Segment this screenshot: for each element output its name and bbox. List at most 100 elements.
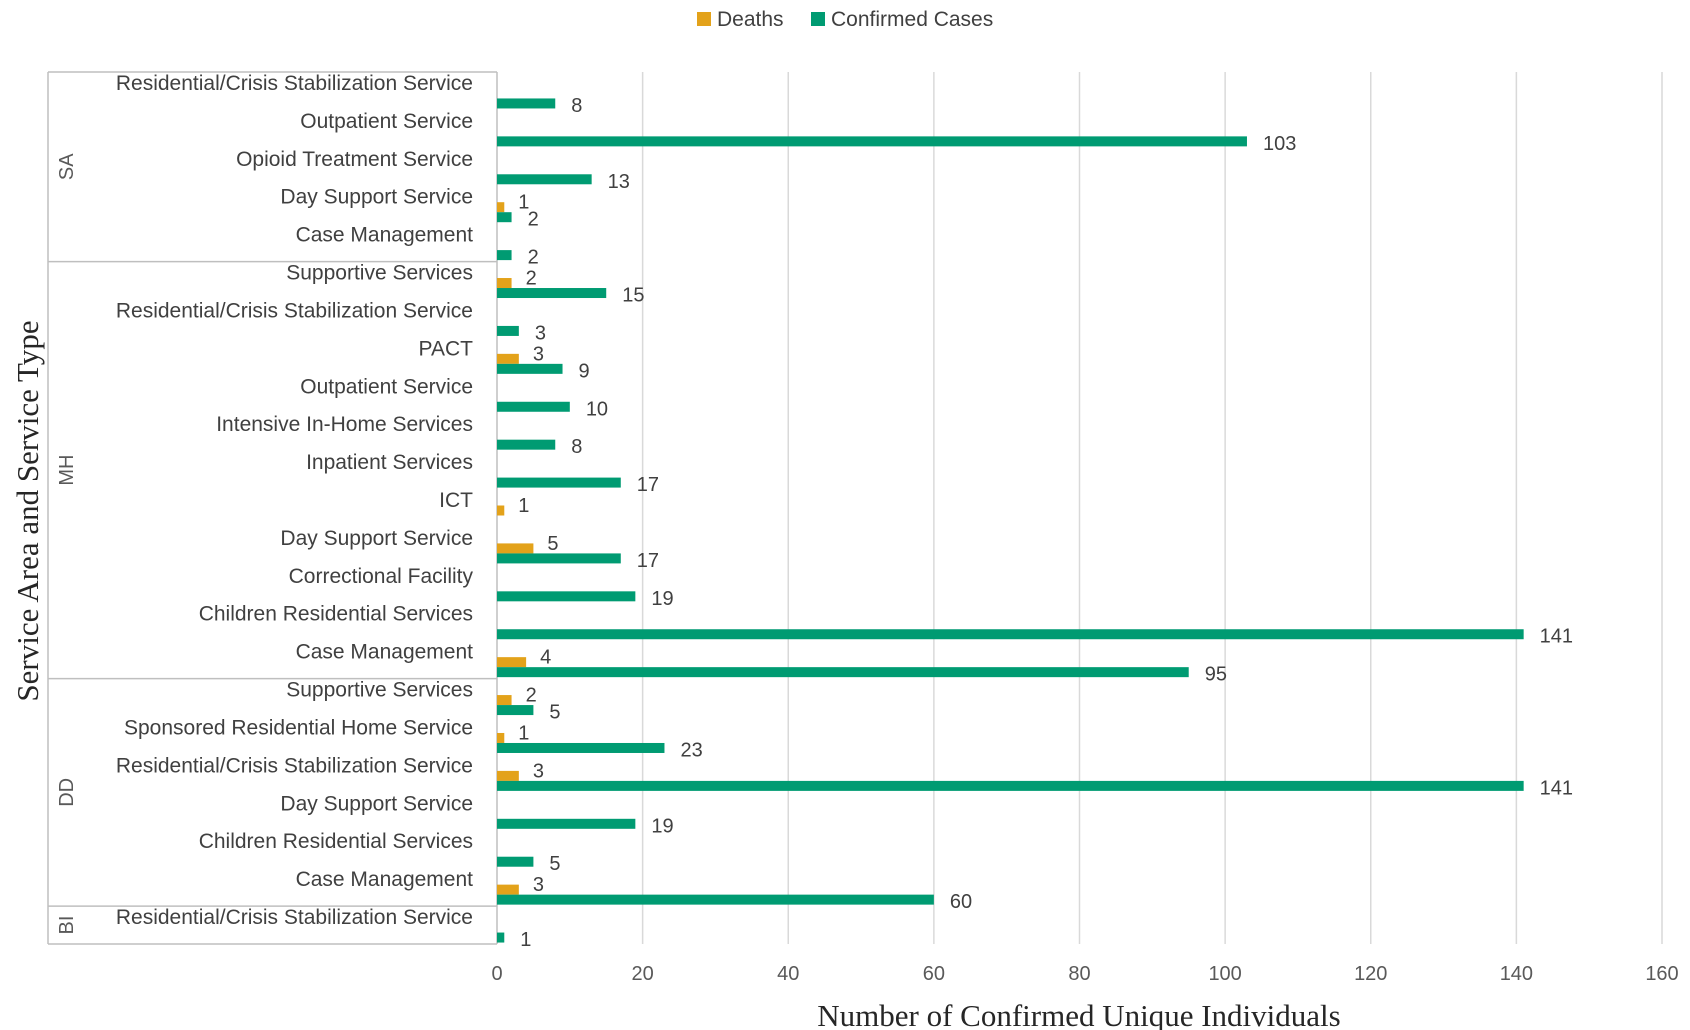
data-label-confirmed: 60 <box>950 891 972 913</box>
category-label: Children Residential Services <box>199 830 473 853</box>
data-label-deaths: 1 <box>518 722 529 744</box>
x-tick-label: 140 <box>1500 963 1533 985</box>
data-label-deaths: 1 <box>518 192 529 214</box>
category-label: PACT <box>419 337 474 360</box>
bar-confirmed <box>497 363 563 374</box>
x-tick-label: 120 <box>1354 963 1387 985</box>
bar-confirmed <box>497 288 607 299</box>
bar-confirmed <box>497 780 1524 791</box>
x-axis-title: Number of Confirmed Unique Individuals <box>817 998 1340 1030</box>
bar-confirmed <box>497 591 636 602</box>
data-label-deaths: 2 <box>526 685 537 707</box>
bar-confirmed <box>497 553 621 564</box>
data-label-confirmed: 5 <box>549 853 560 875</box>
category-label: Day Support Service <box>280 186 473 209</box>
legend-label-deaths: Deaths <box>717 8 784 31</box>
bar-deaths <box>497 732 505 743</box>
gridlines <box>641 72 1663 944</box>
data-label-deaths: 3 <box>533 760 544 782</box>
category-label: Residential/Crisis Stabilization Service <box>116 72 473 95</box>
category-label: Outpatient Service <box>300 110 473 133</box>
bar-confirmed <box>497 856 534 867</box>
bar-confirmed <box>497 174 592 185</box>
data-label-deaths: 1 <box>518 495 529 517</box>
category-label: Correctional Facility <box>289 565 474 588</box>
data-label-confirmed: 5 <box>549 702 560 724</box>
data-label-deaths: 3 <box>533 874 544 896</box>
category-label: Intensive In-Home Services <box>216 413 473 436</box>
bar-deaths <box>497 695 512 706</box>
y-axis-title: Service Area and Service Type <box>10 320 45 701</box>
data-label-confirmed: 103 <box>1263 133 1296 155</box>
data-label-confirmed: 19 <box>651 588 673 610</box>
x-tick-label: 0 <box>491 963 502 985</box>
category-label: Residential/Crisis Stabilization Service <box>116 299 473 322</box>
data-label-confirmed: 13 <box>608 171 630 193</box>
category-label: Outpatient Service <box>300 375 473 398</box>
category-labels: Residential/Crisis Stabilization Service… <box>116 72 474 929</box>
bar-confirmed <box>497 325 519 336</box>
data-label-confirmed: 141 <box>1540 626 1573 648</box>
data-label-deaths: 3 <box>533 343 544 365</box>
data-label-deaths: 4 <box>540 647 551 669</box>
data-label-deaths: 2 <box>526 268 537 290</box>
category-label: Day Support Service <box>280 527 473 550</box>
data-label-confirmed: 95 <box>1205 664 1227 686</box>
bar-confirmed <box>497 629 1524 640</box>
data-label-confirmed: 2 <box>528 247 539 269</box>
x-tick-label: 60 <box>923 963 945 985</box>
x-tick-labels: 0 20 40 60 80 100 120 140 160 <box>491 963 1678 985</box>
category-label: Supportive Services <box>286 262 473 285</box>
group-label: DD <box>56 778 78 807</box>
bar-confirmed <box>497 98 556 109</box>
data-label-confirmed: 3 <box>535 322 546 344</box>
x-tick-label: 160 <box>1645 963 1678 985</box>
bar-deaths <box>497 353 519 364</box>
category-label: Supportive Services <box>286 679 473 702</box>
data-label-confirmed: 17 <box>637 474 659 496</box>
group-label: SA <box>56 153 78 180</box>
bar-confirmed <box>497 212 512 223</box>
category-label: ICT <box>439 489 473 512</box>
bar-deaths <box>497 202 505 213</box>
category-label: Inpatient Services <box>306 451 473 474</box>
group-label: BI <box>56 916 78 935</box>
legend-swatch-deaths <box>697 12 711 26</box>
data-label-confirmed: 2 <box>528 209 539 231</box>
legend-label-confirmed: Confirmed Cases <box>831 8 993 31</box>
data-label-confirmed: 9 <box>579 360 590 382</box>
bar-confirmed <box>497 932 505 943</box>
category-label: Day Support Service <box>280 792 473 815</box>
bar-deaths <box>497 505 505 516</box>
group-label: MH <box>56 455 78 486</box>
x-tick-label: 20 <box>632 963 654 985</box>
data-label-deaths: 5 <box>547 533 558 555</box>
bar-confirmed <box>497 439 556 450</box>
category-label: Opioid Treatment Service <box>236 148 473 171</box>
data-label-confirmed: 23 <box>680 739 702 761</box>
legend: Deaths Confirmed Cases <box>697 8 993 31</box>
data-label-confirmed: 8 <box>571 95 582 117</box>
bar-confirmed <box>497 818 636 829</box>
data-label-confirmed: 17 <box>637 550 659 572</box>
data-labels: 8103131222153391081715171914149525123314… <box>518 95 1573 951</box>
data-label-confirmed: 1 <box>520 929 531 951</box>
data-label-confirmed: 8 <box>571 436 582 458</box>
bar-confirmed <box>497 136 1247 147</box>
group-labels: SA MH DD BI <box>56 153 78 935</box>
data-label-confirmed: 10 <box>586 398 608 420</box>
bar-deaths <box>497 884 519 895</box>
category-label: Case Management <box>296 224 474 247</box>
bar-confirmed <box>497 667 1189 678</box>
category-label: Children Residential Services <box>199 603 473 626</box>
bar-confirmed <box>497 477 621 488</box>
category-label: Residential/Crisis Stabilization Service <box>116 906 473 929</box>
bars <box>497 98 1524 943</box>
data-label-confirmed: 15 <box>622 285 644 307</box>
bar-confirmed <box>497 250 512 261</box>
category-label: Case Management <box>296 868 474 891</box>
category-label: Sponsored Residential Home Service <box>124 716 473 739</box>
legend-swatch-confirmed <box>811 12 825 26</box>
bar-deaths <box>497 543 534 554</box>
